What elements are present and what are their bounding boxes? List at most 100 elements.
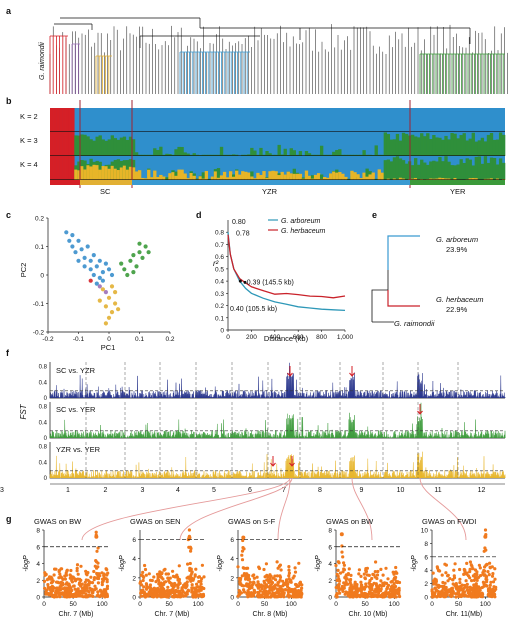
gwas-dot [287,568,291,572]
admix-bar [198,176,202,180]
gwas-dot [344,590,348,594]
gwas-dot [477,563,481,567]
gwas-dot [263,586,267,590]
admix-bar [326,177,330,180]
admix-bar [174,149,178,156]
gwas-dot [379,579,383,583]
gwas-dot [463,594,467,598]
taxon-arboreum: G. arboreum [436,235,478,244]
gwas-dot [260,585,264,590]
admix-bar [80,134,84,156]
ld-annotation: 0.39 (145.5 kb) [247,279,294,286]
gwas-ylabel: -logP [411,555,418,572]
gwas-dot [438,591,442,595]
pca-point [131,270,136,275]
gwas-dot [286,582,290,586]
gwas-ytick-label: 6 [230,537,234,544]
gwas-dot [75,563,80,567]
admix-bar [456,138,460,156]
pca-point [140,255,145,260]
gwas-dot [334,563,338,568]
gwas-dot [284,579,288,584]
gwas-dot [364,570,368,574]
gwas-dot [61,583,65,587]
admix-bar [426,133,430,156]
gwas-dot [173,590,177,595]
panel-a-letter: a [6,6,12,16]
gwas-dot [237,589,241,593]
gwas-dot [141,578,145,583]
gwas-dot [264,562,268,566]
pca-ytick-label: -0.1 [33,301,45,308]
admix-bar [50,156,54,180]
gwas-dot [470,564,474,569]
gwas-dot [289,578,293,583]
admix-bar [107,168,111,180]
gwas-dot [336,583,340,587]
group-bar-red [50,180,80,185]
gwas-dot [240,553,244,557]
admix-bar [298,151,303,156]
gwas-dot [268,584,272,588]
ld-ytick-label: 0.5 [215,266,224,273]
gwas-dot [283,582,287,587]
gwas-dot [263,575,267,579]
admix-bar [280,171,284,180]
admix-bar [259,174,263,180]
gwas-ytick-label: 2 [132,575,136,582]
gwas-dot [246,566,250,570]
gwas-dot [196,575,201,579]
gwas-dot [79,564,83,568]
gwas-dot [291,591,295,595]
locus-arrow [349,366,355,377]
gwas-xlabel: Chr. 8 (Mb) [252,611,287,618]
admix-bar [492,139,497,156]
gwas-dot [370,587,374,592]
fst-signal [49,362,506,399]
gwas-dot [461,588,465,592]
gwas-dot [105,584,110,588]
gwas-dot [357,568,361,572]
gwas-dot [281,591,285,596]
admix-bar [56,156,60,180]
gwas-dot [158,575,162,579]
gwas-dot [139,590,144,595]
gwas-dot [343,583,347,587]
gwas-dot [349,573,353,578]
ld-xtick-label: 0 [226,334,230,341]
gwas-dot [354,587,358,591]
gwas-ytick-label: 8 [328,528,332,535]
pca-point [67,238,72,243]
admix-bar [189,173,193,180]
gwas-dot [493,595,497,599]
admix-bar [62,108,66,132]
admix-bar [501,134,506,156]
admix-bar [250,147,254,156]
admix-bar [280,154,284,156]
gwas-dot [185,592,189,596]
chr-label: 5 [212,487,216,494]
admix-bar [180,169,184,180]
gwas-dot [63,574,67,578]
gwas-peak-dot [94,534,99,539]
panel-d-letter: d [196,210,202,220]
connector-line [419,477,467,541]
gwas-dot [340,550,344,554]
gwas-dot [386,583,391,587]
gwas-dot [485,578,489,582]
pca-scatter: -0.2 -0.1 0 0.1 0.2 -0.2 -0.1 0 0.1 0.2 [33,216,175,344]
gwas-dot [94,587,98,591]
locus-arrow [289,456,295,467]
gwas-dot [471,574,475,578]
gwas-dot [444,571,448,575]
gwas-dot [78,581,82,585]
gwas-dot [70,576,74,581]
gwas-dot [95,549,99,553]
taxon-herbaceum: G. herbaceum [436,295,484,304]
gwas-dot [242,566,246,570]
legend-herbaceum: G. herbaceum [281,228,326,235]
admix-bar [116,170,121,180]
admix-bar [241,171,245,180]
structure-plot [50,100,506,188]
